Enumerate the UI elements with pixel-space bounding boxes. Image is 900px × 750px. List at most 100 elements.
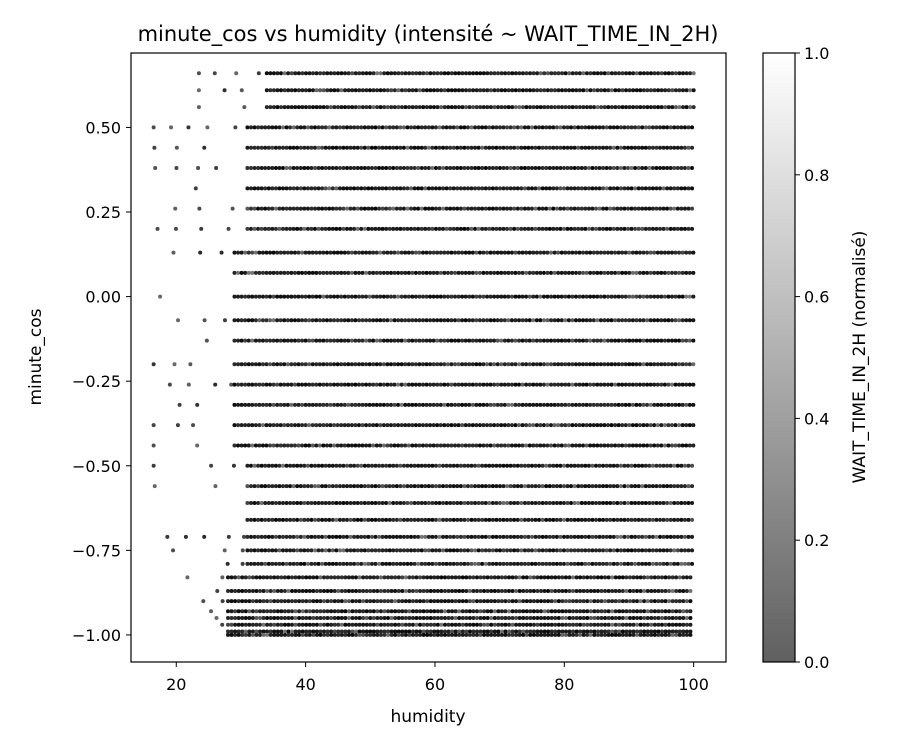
data-point [659, 609, 664, 614]
data-point [271, 423, 276, 428]
data-point [368, 622, 373, 627]
data-point [312, 548, 317, 553]
data-point [682, 500, 687, 505]
data-point [464, 616, 469, 621]
data-point [687, 443, 692, 448]
data-point [323, 226, 328, 231]
data-point [620, 362, 625, 367]
data-point [396, 423, 401, 428]
data-point [604, 145, 609, 150]
data-point [665, 534, 670, 539]
data-point [588, 443, 593, 448]
data-point [403, 382, 408, 387]
data-point [366, 186, 371, 191]
data-point [293, 588, 298, 593]
data-point [384, 484, 389, 489]
data-point [542, 629, 547, 634]
data-point [377, 206, 382, 211]
data-point [332, 338, 337, 343]
data-point [336, 622, 341, 627]
data-point [236, 575, 241, 580]
data-point [359, 166, 364, 171]
data-point [529, 186, 534, 191]
data-point [545, 402, 550, 407]
data-point [595, 629, 600, 634]
data-point [310, 362, 315, 367]
data-point [426, 226, 431, 231]
data-point [355, 500, 360, 505]
data-point [624, 575, 629, 580]
data-point [421, 105, 426, 110]
data-point [554, 166, 559, 171]
data-point [410, 105, 415, 110]
data-point [547, 145, 552, 150]
data-point [645, 622, 650, 627]
data-point [248, 463, 253, 468]
data-point [490, 166, 495, 171]
data-point [635, 599, 640, 604]
data-point [549, 71, 554, 76]
data-point [487, 166, 492, 171]
data-point [263, 500, 268, 505]
data-point [373, 125, 378, 130]
data-point [635, 609, 640, 614]
data-point [605, 443, 610, 448]
data-point [585, 632, 590, 637]
data-point [677, 294, 682, 299]
data-point [450, 575, 455, 580]
data-point [636, 500, 641, 505]
data-point [684, 616, 689, 621]
data-point [519, 517, 524, 522]
data-point [586, 561, 591, 566]
data-point [442, 588, 447, 593]
data-point [673, 443, 678, 448]
data-point [433, 561, 438, 566]
data-point [665, 517, 670, 522]
data-point [243, 588, 248, 593]
data-point [538, 250, 543, 255]
data-point [332, 250, 337, 255]
data-point [334, 561, 339, 566]
data-point [310, 338, 315, 343]
data-point [398, 226, 403, 231]
data-point [421, 588, 426, 593]
data-point [364, 402, 369, 407]
data-point [419, 561, 424, 566]
data-point [475, 575, 480, 580]
data-point [438, 318, 443, 323]
data-point [588, 609, 593, 614]
data-point [253, 362, 258, 367]
data-point [311, 599, 316, 604]
data-point [524, 588, 529, 593]
data-point [602, 318, 607, 323]
data-point [691, 105, 696, 110]
data-point [529, 226, 534, 231]
data-point [667, 629, 672, 634]
data-point [603, 609, 608, 614]
data-point [430, 548, 435, 553]
data-point [505, 145, 510, 150]
data-point [608, 484, 613, 489]
data-point [453, 382, 458, 387]
data-point [640, 166, 645, 171]
data-point [280, 500, 285, 505]
data-point [406, 423, 411, 428]
data-point [594, 484, 599, 489]
data-point [330, 206, 335, 211]
data-point [594, 561, 599, 566]
data-point [455, 484, 460, 489]
data-point [394, 534, 399, 539]
data-point [343, 599, 348, 604]
data-point [258, 588, 263, 593]
data-point [640, 186, 645, 191]
data-point [329, 588, 334, 593]
data-point [312, 517, 317, 522]
data-point [561, 206, 566, 211]
data-point [538, 362, 543, 367]
data-point [463, 423, 468, 428]
data-point [633, 226, 638, 231]
data-point [552, 105, 557, 110]
data-point [239, 318, 244, 323]
data-point [613, 250, 618, 255]
data-point [403, 88, 408, 93]
